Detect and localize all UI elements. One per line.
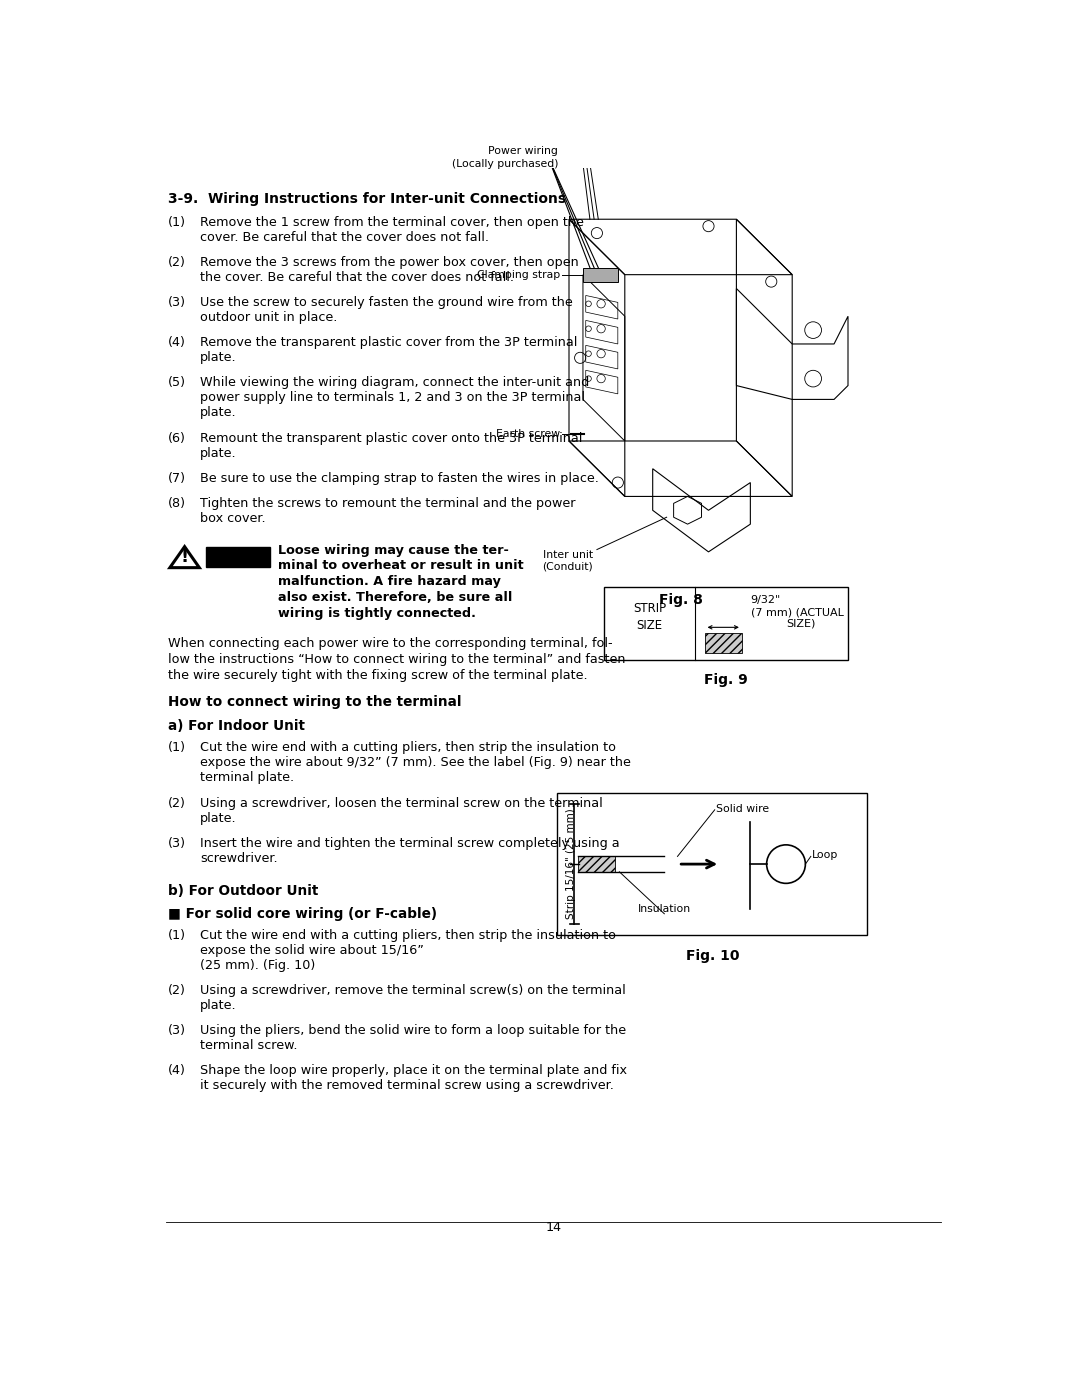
Text: (2): (2) <box>167 256 186 270</box>
Text: Be sure to use the clamping strap to fasten the wires in place.: Be sure to use the clamping strap to fas… <box>200 472 599 485</box>
Text: wiring is tightly connected.: wiring is tightly connected. <box>278 606 475 620</box>
Text: Cut the wire end with a cutting pliers, then strip the insulation to: Cut the wire end with a cutting pliers, … <box>200 929 616 943</box>
Text: Clamping strap: Clamping strap <box>477 270 561 279</box>
Text: expose the solid wire about 15/16”: expose the solid wire about 15/16” <box>200 944 424 957</box>
Text: (3): (3) <box>167 296 186 309</box>
Text: Using a screwdriver, remove the terminal screw(s) on the terminal: Using a screwdriver, remove the terminal… <box>200 985 625 997</box>
Text: Using the pliers, bend the solid wire to form a loop suitable for the: Using the pliers, bend the solid wire to… <box>200 1024 626 1038</box>
Text: b) For Outdoor Unit: b) For Outdoor Unit <box>167 884 318 898</box>
Text: (7 mm) (ACTUAL: (7 mm) (ACTUAL <box>751 608 843 617</box>
Text: (Conduit): (Conduit) <box>542 562 593 571</box>
Text: (8): (8) <box>167 496 186 510</box>
Bar <box>704 633 742 652</box>
Text: Fig. 8: Fig. 8 <box>659 594 702 608</box>
Text: Insert the wire and tighten the terminal screw completely using a: Insert the wire and tighten the terminal… <box>200 837 620 849</box>
Bar <box>604 587 848 661</box>
Text: When connecting each power wire to the corresponding terminal, fol-: When connecting each power wire to the c… <box>167 637 612 650</box>
Text: Fig. 9: Fig. 9 <box>704 673 747 687</box>
Text: (4): (4) <box>167 1065 186 1077</box>
Text: 9/32": 9/32" <box>750 595 780 605</box>
Text: plate.: plate. <box>200 812 237 824</box>
Text: Remount the transparent plastic cover onto the 3P terminal: Remount the transparent plastic cover on… <box>200 432 582 444</box>
Bar <box>206 548 270 567</box>
Text: malfunction. A fire hazard may: malfunction. A fire hazard may <box>278 576 500 588</box>
Text: (1): (1) <box>167 217 186 229</box>
Text: plate.: plate. <box>200 999 237 1013</box>
Text: plate.: plate. <box>200 447 237 460</box>
Bar <box>557 793 867 936</box>
Text: the cover. Be careful that the cover does not fall.: the cover. Be careful that the cover doe… <box>200 271 514 285</box>
Text: a) For Indoor Unit: a) For Indoor Unit <box>167 719 305 733</box>
Text: (25 mm). (Fig. 10): (25 mm). (Fig. 10) <box>200 960 315 972</box>
Text: SIZE: SIZE <box>636 619 663 633</box>
Text: (4): (4) <box>167 337 186 349</box>
Bar <box>578 856 616 872</box>
Text: 14: 14 <box>545 1221 562 1235</box>
Text: outdoor unit in place.: outdoor unit in place. <box>200 312 337 324</box>
Text: (7): (7) <box>167 472 186 485</box>
Text: (2): (2) <box>167 985 186 997</box>
Text: !: ! <box>180 549 189 566</box>
Text: Using a screwdriver, loosen the terminal screw on the terminal: Using a screwdriver, loosen the terminal… <box>200 796 603 809</box>
Text: expose the wire about 9/32” (7 mm). See the label (Fig. 9) near the: expose the wire about 9/32” (7 mm). See … <box>200 756 631 770</box>
Text: (3): (3) <box>167 837 186 849</box>
Text: also exist. Therefore, be sure all: also exist. Therefore, be sure all <box>278 591 512 604</box>
Text: power supply line to terminals 1, 2 and 3 on the 3P terminal: power supply line to terminals 1, 2 and … <box>200 391 585 405</box>
Text: Solid wire: Solid wire <box>716 805 769 814</box>
Text: minal to overheat or result in unit: minal to overheat or result in unit <box>278 559 523 573</box>
Text: Shape the loop wire properly, place it on the terminal plate and fix: Shape the loop wire properly, place it o… <box>200 1065 627 1077</box>
Text: (1): (1) <box>167 929 186 943</box>
Text: How to connect wiring to the terminal: How to connect wiring to the terminal <box>167 694 461 708</box>
Text: it securely with the removed terminal screw using a screwdriver.: it securely with the removed terminal sc… <box>200 1080 613 1092</box>
Text: terminal plate.: terminal plate. <box>200 771 294 785</box>
Text: Remove the 3 screws from the power box cover, then open: Remove the 3 screws from the power box c… <box>200 256 579 270</box>
Text: WARNING: WARNING <box>202 550 274 564</box>
Text: (5): (5) <box>167 376 186 390</box>
Text: plate.: plate. <box>200 407 237 419</box>
Text: screwdriver.: screwdriver. <box>200 852 278 865</box>
Text: While viewing the wiring diagram, connect the inter-unit and: While viewing the wiring diagram, connec… <box>200 376 590 390</box>
Text: 3-9.  Wiring Instructions for Inter-unit Connections: 3-9. Wiring Instructions for Inter-unit … <box>167 193 566 207</box>
Text: low the instructions “How to connect wiring to the terminal” and fasten: low the instructions “How to connect wir… <box>167 654 625 666</box>
Text: plate.: plate. <box>200 352 237 365</box>
Text: SIZE): SIZE) <box>786 619 815 629</box>
Text: Fig. 10: Fig. 10 <box>686 949 739 963</box>
Text: ■ For solid core wiring (or F-cable): ■ For solid core wiring (or F-cable) <box>167 907 436 921</box>
Text: STRIP: STRIP <box>633 602 666 615</box>
Text: Loose wiring may cause the ter-: Loose wiring may cause the ter- <box>278 543 509 556</box>
Text: Remove the 1 screw from the terminal cover, then open the: Remove the 1 screw from the terminal cov… <box>200 217 584 229</box>
Text: terminal screw.: terminal screw. <box>200 1039 298 1052</box>
Text: (1): (1) <box>167 742 186 754</box>
Text: Power wiring: Power wiring <box>488 147 558 156</box>
Text: box cover.: box cover. <box>200 511 266 525</box>
Text: Earth screw: Earth screw <box>497 429 561 439</box>
Polygon shape <box>583 268 618 282</box>
Text: (2): (2) <box>167 796 186 809</box>
Text: Inter unit: Inter unit <box>543 549 593 560</box>
Text: (6): (6) <box>167 432 186 444</box>
Text: Cut the wire end with a cutting pliers, then strip the insulation to: Cut the wire end with a cutting pliers, … <box>200 742 616 754</box>
Text: (Locally purchased): (Locally purchased) <box>451 159 558 169</box>
Text: Loop: Loop <box>811 849 838 861</box>
Text: (3): (3) <box>167 1024 186 1038</box>
Text: Insulation: Insulation <box>638 904 691 914</box>
Text: Strip 15/16" (25 mm): Strip 15/16" (25 mm) <box>566 809 576 919</box>
Text: Tighten the screws to remount the terminal and the power: Tighten the screws to remount the termin… <box>200 496 576 510</box>
Text: the wire securely tight with the fixing screw of the terminal plate.: the wire securely tight with the fixing … <box>167 669 588 683</box>
Text: Remove the transparent plastic cover from the 3P terminal: Remove the transparent plastic cover fro… <box>200 337 578 349</box>
Text: Use the screw to securely fasten the ground wire from the: Use the screw to securely fasten the gro… <box>200 296 572 309</box>
Text: cover. Be careful that the cover does not fall.: cover. Be careful that the cover does no… <box>200 232 489 244</box>
